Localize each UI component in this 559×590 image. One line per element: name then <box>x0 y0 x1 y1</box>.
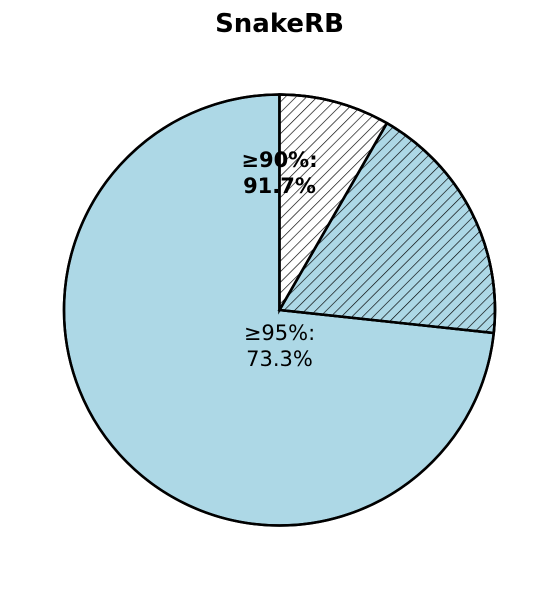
pie-outline <box>62 93 497 527</box>
slice-label-2: ≥90%: 91.7% <box>241 148 317 198</box>
slice-label-line: ≥95%: <box>244 321 315 345</box>
slice-label-line: ≥90%: <box>241 148 317 172</box>
slice-label-line: 91.7% <box>243 174 316 198</box>
chart-title: SnakeRB <box>215 9 344 39</box>
slice-label-line: 73.3% <box>246 347 313 371</box>
slice-label-0: ≥95%: 73.3% <box>244 321 315 371</box>
pie-labels: ≥95%: 73.3% ≥90%: 91.7% <box>241 148 317 371</box>
